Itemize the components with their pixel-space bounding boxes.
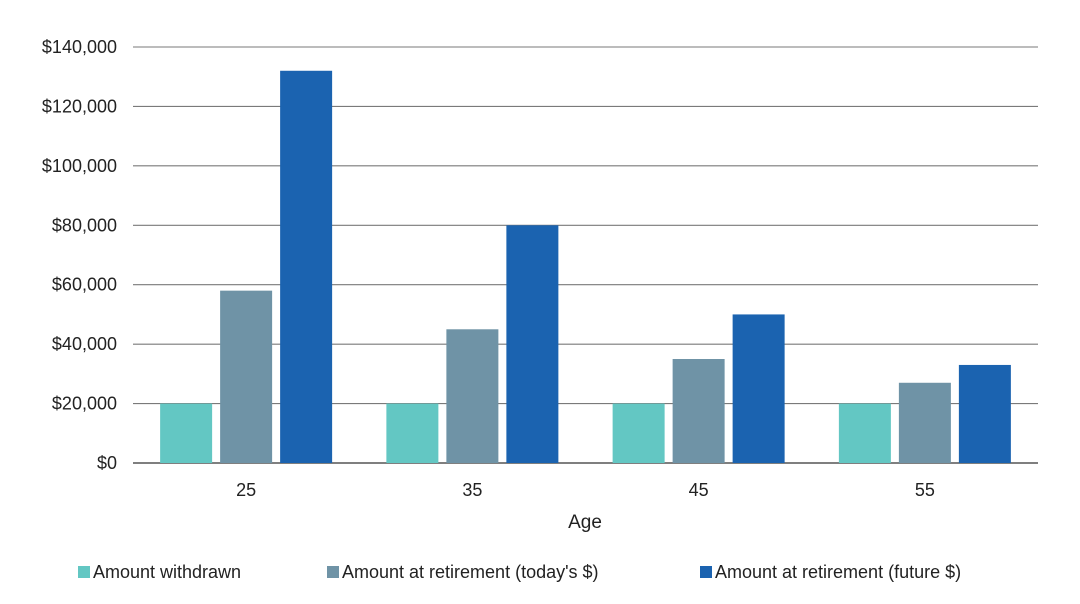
x-tick-label: 45	[689, 480, 709, 500]
y-tick-label: $20,000	[52, 394, 117, 414]
bars	[160, 70, 1011, 464]
bar	[160, 403, 213, 463]
x-tick-label: 25	[236, 480, 256, 500]
legend-label: Amount at retirement (future $)	[715, 562, 961, 582]
y-tick-label: $80,000	[52, 215, 117, 235]
x-tick-label: 35	[462, 480, 482, 500]
bar	[612, 403, 665, 463]
bar	[958, 364, 1011, 463]
x-axis-title: Age	[568, 512, 602, 533]
y-tick-label: $120,000	[42, 96, 117, 116]
bar	[672, 359, 725, 463]
bar	[898, 382, 951, 463]
y-tick-label: $100,000	[42, 156, 117, 176]
legend-swatch	[327, 566, 339, 578]
bar	[732, 314, 785, 463]
y-tick-label: $60,000	[52, 275, 117, 295]
legend: Amount withdrawn Amount at retirement (to…	[78, 562, 961, 582]
y-tick-label: $40,000	[52, 334, 117, 354]
y-tick-label: $140,000	[42, 37, 117, 57]
y-tick-label: $0	[97, 453, 117, 473]
bar	[220, 290, 273, 463]
axes: $0 $20,000 $40,000 $60,000 $80,000 $100,000 $1…	[42, 37, 935, 500]
bar	[280, 70, 333, 464]
bar	[386, 403, 439, 463]
legend-label: Amount withdrawn	[93, 562, 241, 582]
bar	[838, 403, 891, 463]
x-tick-label: 55	[915, 480, 935, 500]
bar	[506, 225, 559, 463]
bar	[446, 329, 499, 463]
legend-label: Amount at retirement (today's $)	[342, 562, 599, 582]
legend-swatch	[700, 566, 712, 578]
legend-swatch	[78, 566, 90, 578]
